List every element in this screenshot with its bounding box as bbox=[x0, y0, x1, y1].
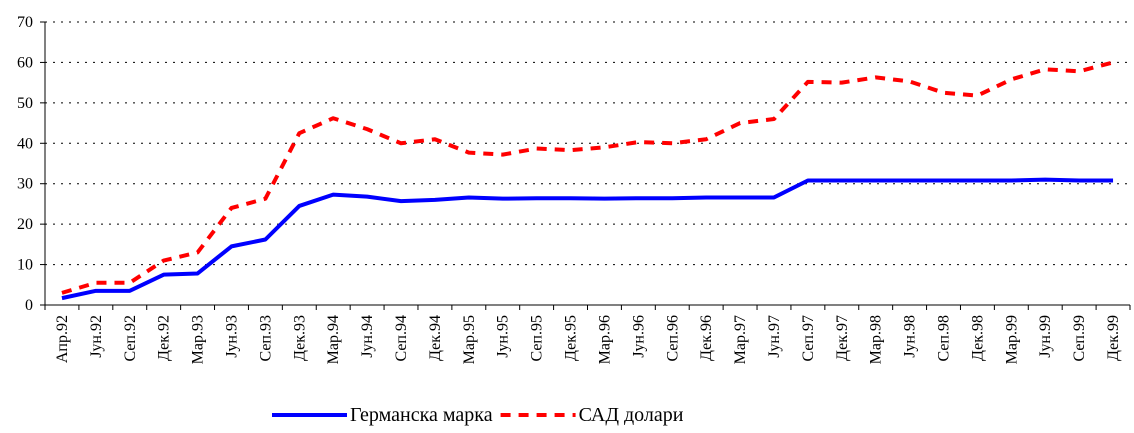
y-tick-label: 0 bbox=[25, 297, 33, 314]
y-tick-label: 50 bbox=[17, 95, 33, 112]
x-tick-label: Сеп.97 bbox=[800, 315, 817, 362]
x-tick-label: Мар.93 bbox=[190, 315, 207, 364]
x-tick-label: Јун.93 bbox=[223, 315, 240, 358]
x-tick-label: Сеп.96 bbox=[664, 315, 681, 362]
y-tick-label: 10 bbox=[17, 257, 33, 274]
x-tick-label: Сеп.92 bbox=[122, 315, 139, 362]
x-tick-label: Дек.99 bbox=[1105, 315, 1122, 361]
x-tick-label: Сеп.93 bbox=[257, 315, 274, 362]
x-tick-label: Јун.99 bbox=[1037, 315, 1054, 358]
x-tick-label: Апр.92 bbox=[54, 315, 71, 363]
x-tick-label: Мар.98 bbox=[868, 315, 885, 364]
y-tick-label: 20 bbox=[17, 216, 33, 233]
x-tick-label: Дек.93 bbox=[291, 315, 308, 361]
x-tick-label: Дек.95 bbox=[563, 315, 580, 361]
x-tick-label: Јун.94 bbox=[359, 315, 376, 358]
x-tick-label: Сеп.94 bbox=[393, 315, 410, 362]
x-tick-label: Дек.96 bbox=[698, 315, 715, 361]
y-tick-label: 70 bbox=[17, 14, 33, 31]
x-tick-label: Дек.98 bbox=[969, 315, 986, 361]
line-series bbox=[61, 60, 1114, 295]
x-tick-label: Сеп.99 bbox=[1071, 315, 1088, 362]
y-tick-label: 40 bbox=[17, 135, 33, 152]
y-tick-label: 60 bbox=[17, 54, 33, 71]
x-tick-label: Сеп.95 bbox=[529, 315, 546, 362]
x-tick-label: Дек.97 bbox=[834, 315, 851, 361]
x-tick-label: Јун.98 bbox=[902, 315, 919, 358]
x-tick-label: Јун.97 bbox=[766, 315, 783, 358]
x-tick-label: Јун.92 bbox=[88, 315, 105, 358]
x-tick-label: Мар.97 bbox=[732, 315, 749, 364]
x-tick-label: Сеп.98 bbox=[936, 315, 953, 362]
x-tick-label: Јун.96 bbox=[630, 315, 647, 358]
x-tick-label: Мар.95 bbox=[461, 315, 478, 364]
x-tick-label: Мар.94 bbox=[325, 315, 342, 364]
x-tick-label: Дек.92 bbox=[156, 315, 173, 361]
x-tick-label: Дек.94 bbox=[427, 315, 444, 361]
line-series bbox=[61, 177, 1114, 301]
legend-label: Германска марка bbox=[350, 404, 493, 426]
y-tick-label: 30 bbox=[17, 176, 33, 193]
x-tick-label: Мар.96 bbox=[596, 315, 613, 364]
x-tick-label: Јун.95 bbox=[495, 315, 512, 358]
x-tick-label: Мар.99 bbox=[1003, 315, 1020, 364]
legend-label: САД долари bbox=[579, 404, 684, 426]
